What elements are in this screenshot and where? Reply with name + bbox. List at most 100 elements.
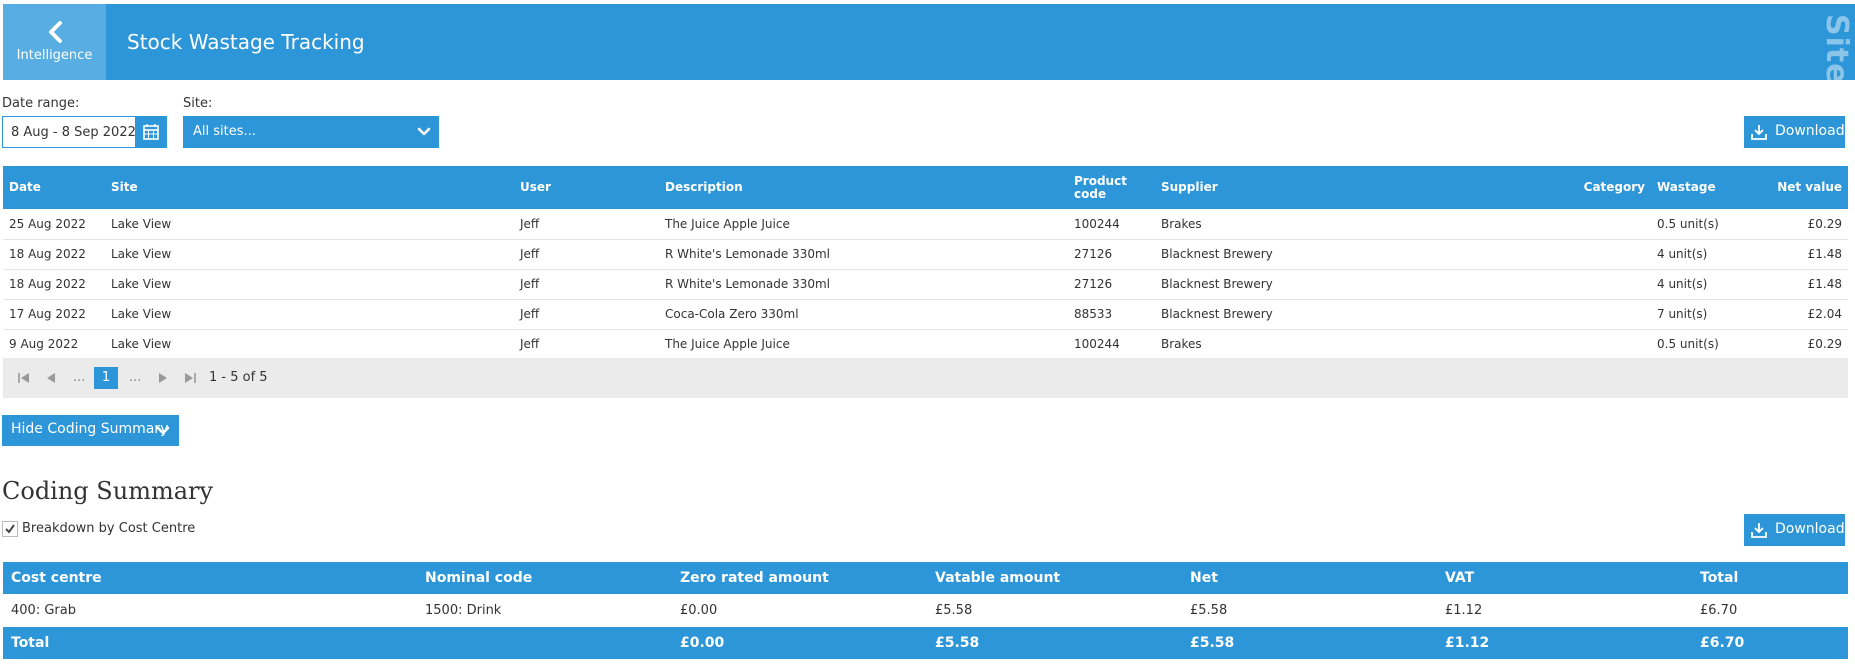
cell-product-code: 88533 bbox=[1068, 299, 1155, 330]
cell-category bbox=[1564, 269, 1651, 300]
cell-date: 17 Aug 2022 bbox=[3, 299, 105, 330]
table-row: 9 Aug 2022 Lake View Jeff The Juice Appl… bbox=[3, 329, 1848, 360]
cell-wastage: 4 unit(s) bbox=[1651, 239, 1761, 270]
cell-site: Lake View bbox=[105, 329, 514, 360]
cell-wastage: 7 unit(s) bbox=[1651, 299, 1761, 330]
cell-net-value: £0.29 bbox=[1761, 209, 1848, 240]
pager-info: 1 - 5 of 5 bbox=[209, 370, 268, 385]
column-header-vatable: Vatable amount bbox=[927, 562, 1182, 594]
cell-nominal-code: 1500: Drink bbox=[425, 603, 502, 618]
hide-coding-summary-label: Hide Coding Summary bbox=[11, 421, 169, 437]
column-header-product-code[interactable]: Product code bbox=[1068, 166, 1155, 209]
cell-date: 18 Aug 2022 bbox=[3, 269, 105, 300]
pager-ellipsis-right[interactable]: ... bbox=[129, 370, 142, 385]
pager-current-page[interactable]: 1 bbox=[94, 367, 118, 389]
cell-product-code: 100244 bbox=[1068, 329, 1155, 360]
column-header-description[interactable]: Description bbox=[659, 166, 1068, 209]
download-button-label: Download bbox=[1775, 123, 1845, 139]
cell-user: Jeff bbox=[514, 269, 659, 300]
total-vat: £1.12 bbox=[1437, 627, 1692, 659]
site-label: Site: bbox=[183, 96, 213, 111]
column-header-user[interactable]: User bbox=[514, 166, 659, 209]
column-header-net: Net bbox=[1182, 562, 1437, 594]
cell-site: Lake View bbox=[105, 209, 514, 240]
download-icon bbox=[1751, 125, 1767, 140]
previous-page-icon[interactable] bbox=[45, 372, 57, 384]
cell-site: Lake View bbox=[105, 299, 514, 330]
back-button[interactable]: Intelligence bbox=[3, 4, 106, 80]
cell-supplier: Brakes bbox=[1155, 209, 1564, 240]
download-icon bbox=[1751, 523, 1767, 538]
coding-summary-title: Coding Summary bbox=[2, 477, 214, 505]
column-header-wastage[interactable]: Wastage bbox=[1651, 166, 1761, 209]
pagination-bar: ... 1 ... 1 - 5 of 5 bbox=[3, 358, 1848, 398]
site-select-value: All sites... bbox=[193, 124, 256, 139]
total-total: £6.70 bbox=[1692, 627, 1848, 659]
download-button[interactable]: Download bbox=[1744, 116, 1845, 148]
summary-row: 400: Grab 1500: Drink £0.00 £5.58 £5.58 … bbox=[3, 594, 1848, 627]
summary-total-row: Total £0.00 £5.58 £5.58 £1.12 £6.70 bbox=[3, 627, 1848, 659]
column-header-nominal-code: Nominal code bbox=[417, 562, 672, 594]
date-range-value: 8 Aug - 8 Sep 2022 bbox=[11, 125, 136, 140]
cell-net-value: £1.48 bbox=[1761, 269, 1848, 300]
coding-summary-table: Cost centre Nominal code Zero rated amou… bbox=[3, 562, 1848, 659]
cell-net-value: £2.04 bbox=[1761, 299, 1848, 330]
cell-category bbox=[1564, 209, 1651, 240]
table-header-row: Date Site User Description Product code … bbox=[3, 166, 1848, 209]
table-row: 25 Aug 2022 Lake View Jeff The Juice App… bbox=[3, 209, 1848, 240]
cell-description: R White's Lemonade 330ml bbox=[659, 239, 1068, 270]
back-button-label: Intelligence bbox=[16, 48, 93, 63]
site-select[interactable]: All sites... bbox=[183, 116, 439, 148]
cell-date: 18 Aug 2022 bbox=[3, 239, 105, 270]
breakdown-checkbox[interactable] bbox=[2, 521, 18, 537]
cell-user: Jeff bbox=[514, 209, 659, 240]
cell-supplier: Brakes bbox=[1155, 329, 1564, 360]
cell-description: The Juice Apple Juice bbox=[659, 209, 1068, 240]
chevron-down-icon bbox=[417, 127, 431, 136]
cell-description: R White's Lemonade 330ml bbox=[659, 269, 1068, 300]
column-header-total: Total bbox=[1692, 562, 1848, 594]
cell-vatable: £5.58 bbox=[935, 603, 973, 618]
cell-category bbox=[1564, 299, 1651, 330]
column-header-net-value[interactable]: Net value bbox=[1761, 166, 1848, 209]
breakdown-checkbox-label[interactable]: Breakdown by Cost Centre bbox=[22, 521, 196, 536]
date-range-label: Date range: bbox=[2, 96, 80, 111]
cell-supplier: Blacknest Brewery bbox=[1155, 269, 1564, 300]
column-header-cost-centre: Cost centre bbox=[3, 562, 417, 594]
cell-description: The Juice Apple Juice bbox=[659, 329, 1068, 360]
next-page-icon[interactable] bbox=[157, 372, 169, 384]
first-page-icon[interactable] bbox=[17, 372, 31, 384]
last-page-icon[interactable] bbox=[183, 372, 197, 384]
cell-product-code: 27126 bbox=[1068, 269, 1155, 300]
cell-total: £6.70 bbox=[1700, 603, 1738, 618]
table-row: 18 Aug 2022 Lake View Jeff R White's Lem… bbox=[3, 239, 1848, 270]
column-header-category[interactable]: Category bbox=[1564, 166, 1651, 209]
total-label: Total bbox=[3, 627, 417, 659]
cell-wastage: 0.5 unit(s) bbox=[1651, 209, 1761, 240]
cell-site: Lake View bbox=[105, 269, 514, 300]
cell-cost-centre: 400: Grab bbox=[11, 603, 76, 618]
cell-product-code: 100244 bbox=[1068, 209, 1155, 240]
date-range-input[interactable]: 8 Aug - 8 Sep 2022 bbox=[2, 116, 167, 148]
column-header-supplier[interactable]: Supplier bbox=[1155, 166, 1564, 209]
summary-download-button[interactable]: Download bbox=[1744, 514, 1845, 546]
page-title: Stock Wastage Tracking bbox=[127, 30, 365, 54]
column-header-vat: VAT bbox=[1437, 562, 1692, 594]
column-header-site[interactable]: Site bbox=[105, 166, 514, 209]
cell-supplier: Blacknest Brewery bbox=[1155, 239, 1564, 270]
cell-wastage: 4 unit(s) bbox=[1651, 269, 1761, 300]
app-header: Intelligence Stock Wastage Tracking bbox=[3, 4, 1855, 80]
chevron-down-icon bbox=[156, 426, 170, 435]
cell-wastage: 0.5 unit(s) bbox=[1651, 329, 1761, 360]
cell-net: £5.58 bbox=[1190, 603, 1228, 618]
cell-user: Jeff bbox=[514, 329, 659, 360]
cell-date: 25 Aug 2022 bbox=[3, 209, 105, 240]
checkmark-icon bbox=[5, 524, 15, 534]
column-header-date[interactable]: Date bbox=[3, 166, 105, 209]
total-vatable: £5.58 bbox=[927, 627, 1182, 659]
total-zero-rated: £0.00 bbox=[672, 627, 927, 659]
cell-date: 9 Aug 2022 bbox=[3, 329, 105, 360]
calendar-button[interactable] bbox=[135, 116, 167, 148]
pager-ellipsis-left[interactable]: ... bbox=[73, 370, 86, 385]
hide-coding-summary-button[interactable]: Hide Coding Summary bbox=[2, 415, 179, 446]
